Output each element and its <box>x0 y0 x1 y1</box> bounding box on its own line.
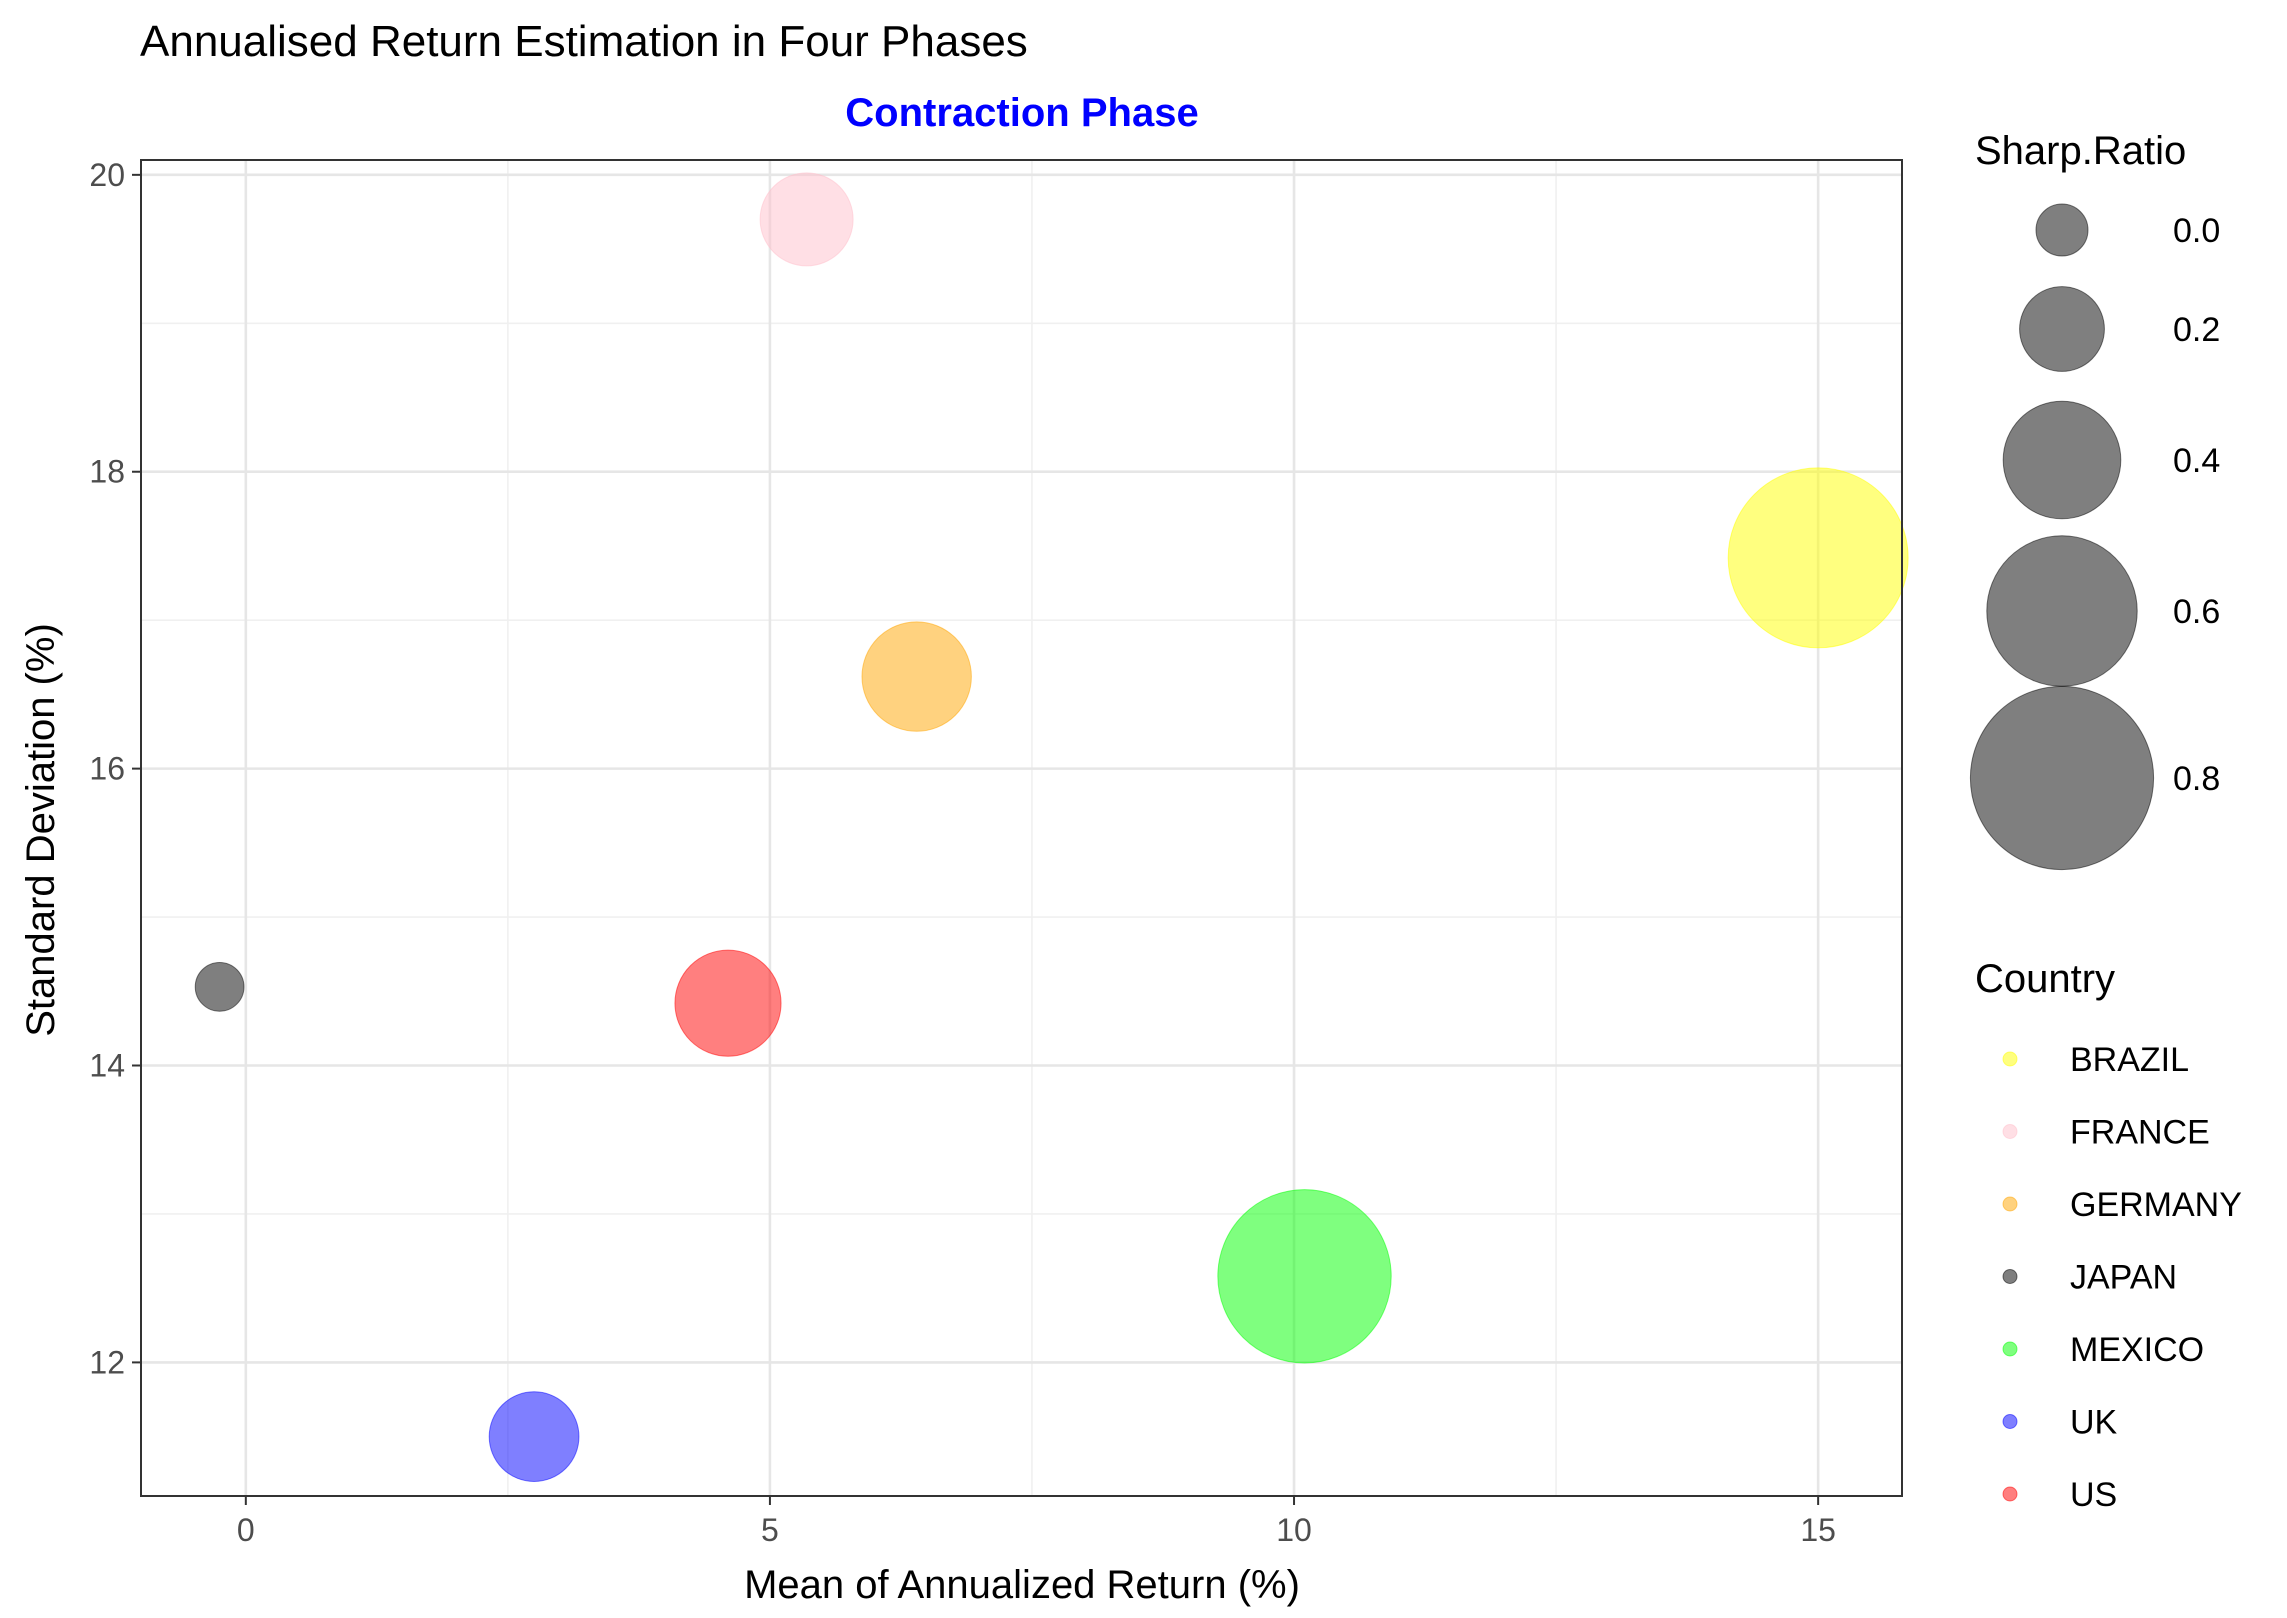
color-legend-label: JAPAN <box>2070 1259 2177 1297</box>
color-legend-key <box>2002 1414 2018 1429</box>
y-tick-label: 20 <box>89 157 125 193</box>
size-legend-key <box>2002 400 2122 520</box>
point-japan <box>194 961 245 1012</box>
x-tick-label: 10 <box>1276 1512 1312 1548</box>
y-axis-label: Standard Deviation (%) <box>19 623 63 1037</box>
y-tick-label: 14 <box>89 1048 125 1084</box>
size-legend: Sharp.Ratio 0.0 0.2 0.4 0.6 0.8 <box>1969 129 2220 871</box>
plot-background <box>141 160 1902 1496</box>
data-points <box>194 172 1909 1482</box>
color-legend-label: MEXICO <box>2070 1331 2204 1369</box>
chart-title: Annualised Return Estimation in Four Pha… <box>140 17 1028 66</box>
size-legend-label: 0.8 <box>2173 760 2220 798</box>
y-tick-label: 12 <box>89 1344 125 1380</box>
size-legend-items: 0.0 0.2 0.4 0.6 0.8 <box>1969 203 2220 871</box>
point-mexico <box>1217 1189 1392 1364</box>
size-legend-label: 0.2 <box>2173 311 2220 349</box>
color-legend-label: FRANCE <box>2070 1114 2210 1152</box>
size-legend-key <box>1986 535 2138 687</box>
size-legend-label: 0.0 <box>2173 212 2220 250</box>
color-legend-key <box>2002 1124 2018 1139</box>
x-tick-label: 5 <box>761 1512 779 1548</box>
color-legend-label: BRAZIL <box>2070 1041 2189 1079</box>
color-legend-label: US <box>2070 1476 2117 1514</box>
point-uk <box>488 1391 580 1482</box>
color-legend-key <box>2002 1269 2018 1284</box>
x-axis-label: Mean of Annualized Return (%) <box>744 1563 1300 1607</box>
plot-border <box>140 159 1903 1497</box>
y-axis: 12 14 16 18 20 <box>89 157 141 1380</box>
size-legend-label: 0.6 <box>2173 593 2220 631</box>
color-legend-title: Country <box>1975 957 2115 1001</box>
color-legend-key <box>2002 1486 2018 1502</box>
size-legend-key <box>2019 286 2105 372</box>
grid-minor <box>141 160 1902 1496</box>
point-brazil <box>1727 467 1909 649</box>
color-legend-key <box>2002 1341 2018 1357</box>
chart-subtitle: Contraction Phase <box>845 91 1198 135</box>
size-legend-key <box>1969 685 2155 871</box>
y-tick-label: 16 <box>89 751 125 787</box>
color-legend-label: UK <box>2070 1404 2118 1442</box>
color-legend-key <box>2002 1051 2018 1067</box>
color-legend-key <box>2002 1196 2018 1212</box>
y-tick-label: 18 <box>89 454 125 490</box>
point-france <box>759 172 854 267</box>
color-legend-label: GERMANY <box>2070 1186 2242 1224</box>
point-germany <box>861 621 972 732</box>
point-us <box>674 949 782 1057</box>
x-tick-label: 0 <box>237 1512 255 1548</box>
size-legend-title: Sharp.Ratio <box>1975 129 2186 173</box>
color-legend-items: BRAZIL FRANCE GERMANY JAPAN MEXICO UK US <box>2002 1041 2242 1514</box>
x-axis: 0 5 10 15 <box>237 1496 1836 1548</box>
size-legend-label: 0.4 <box>2173 442 2220 480</box>
plot-area <box>140 159 1909 1497</box>
size-legend-key <box>2035 203 2089 257</box>
color-legend: Country BRAZIL FRANCE GERMANY JAPAN MEXICO UK… <box>1975 957 2242 1514</box>
x-tick-label: 15 <box>1800 1512 1836 1548</box>
